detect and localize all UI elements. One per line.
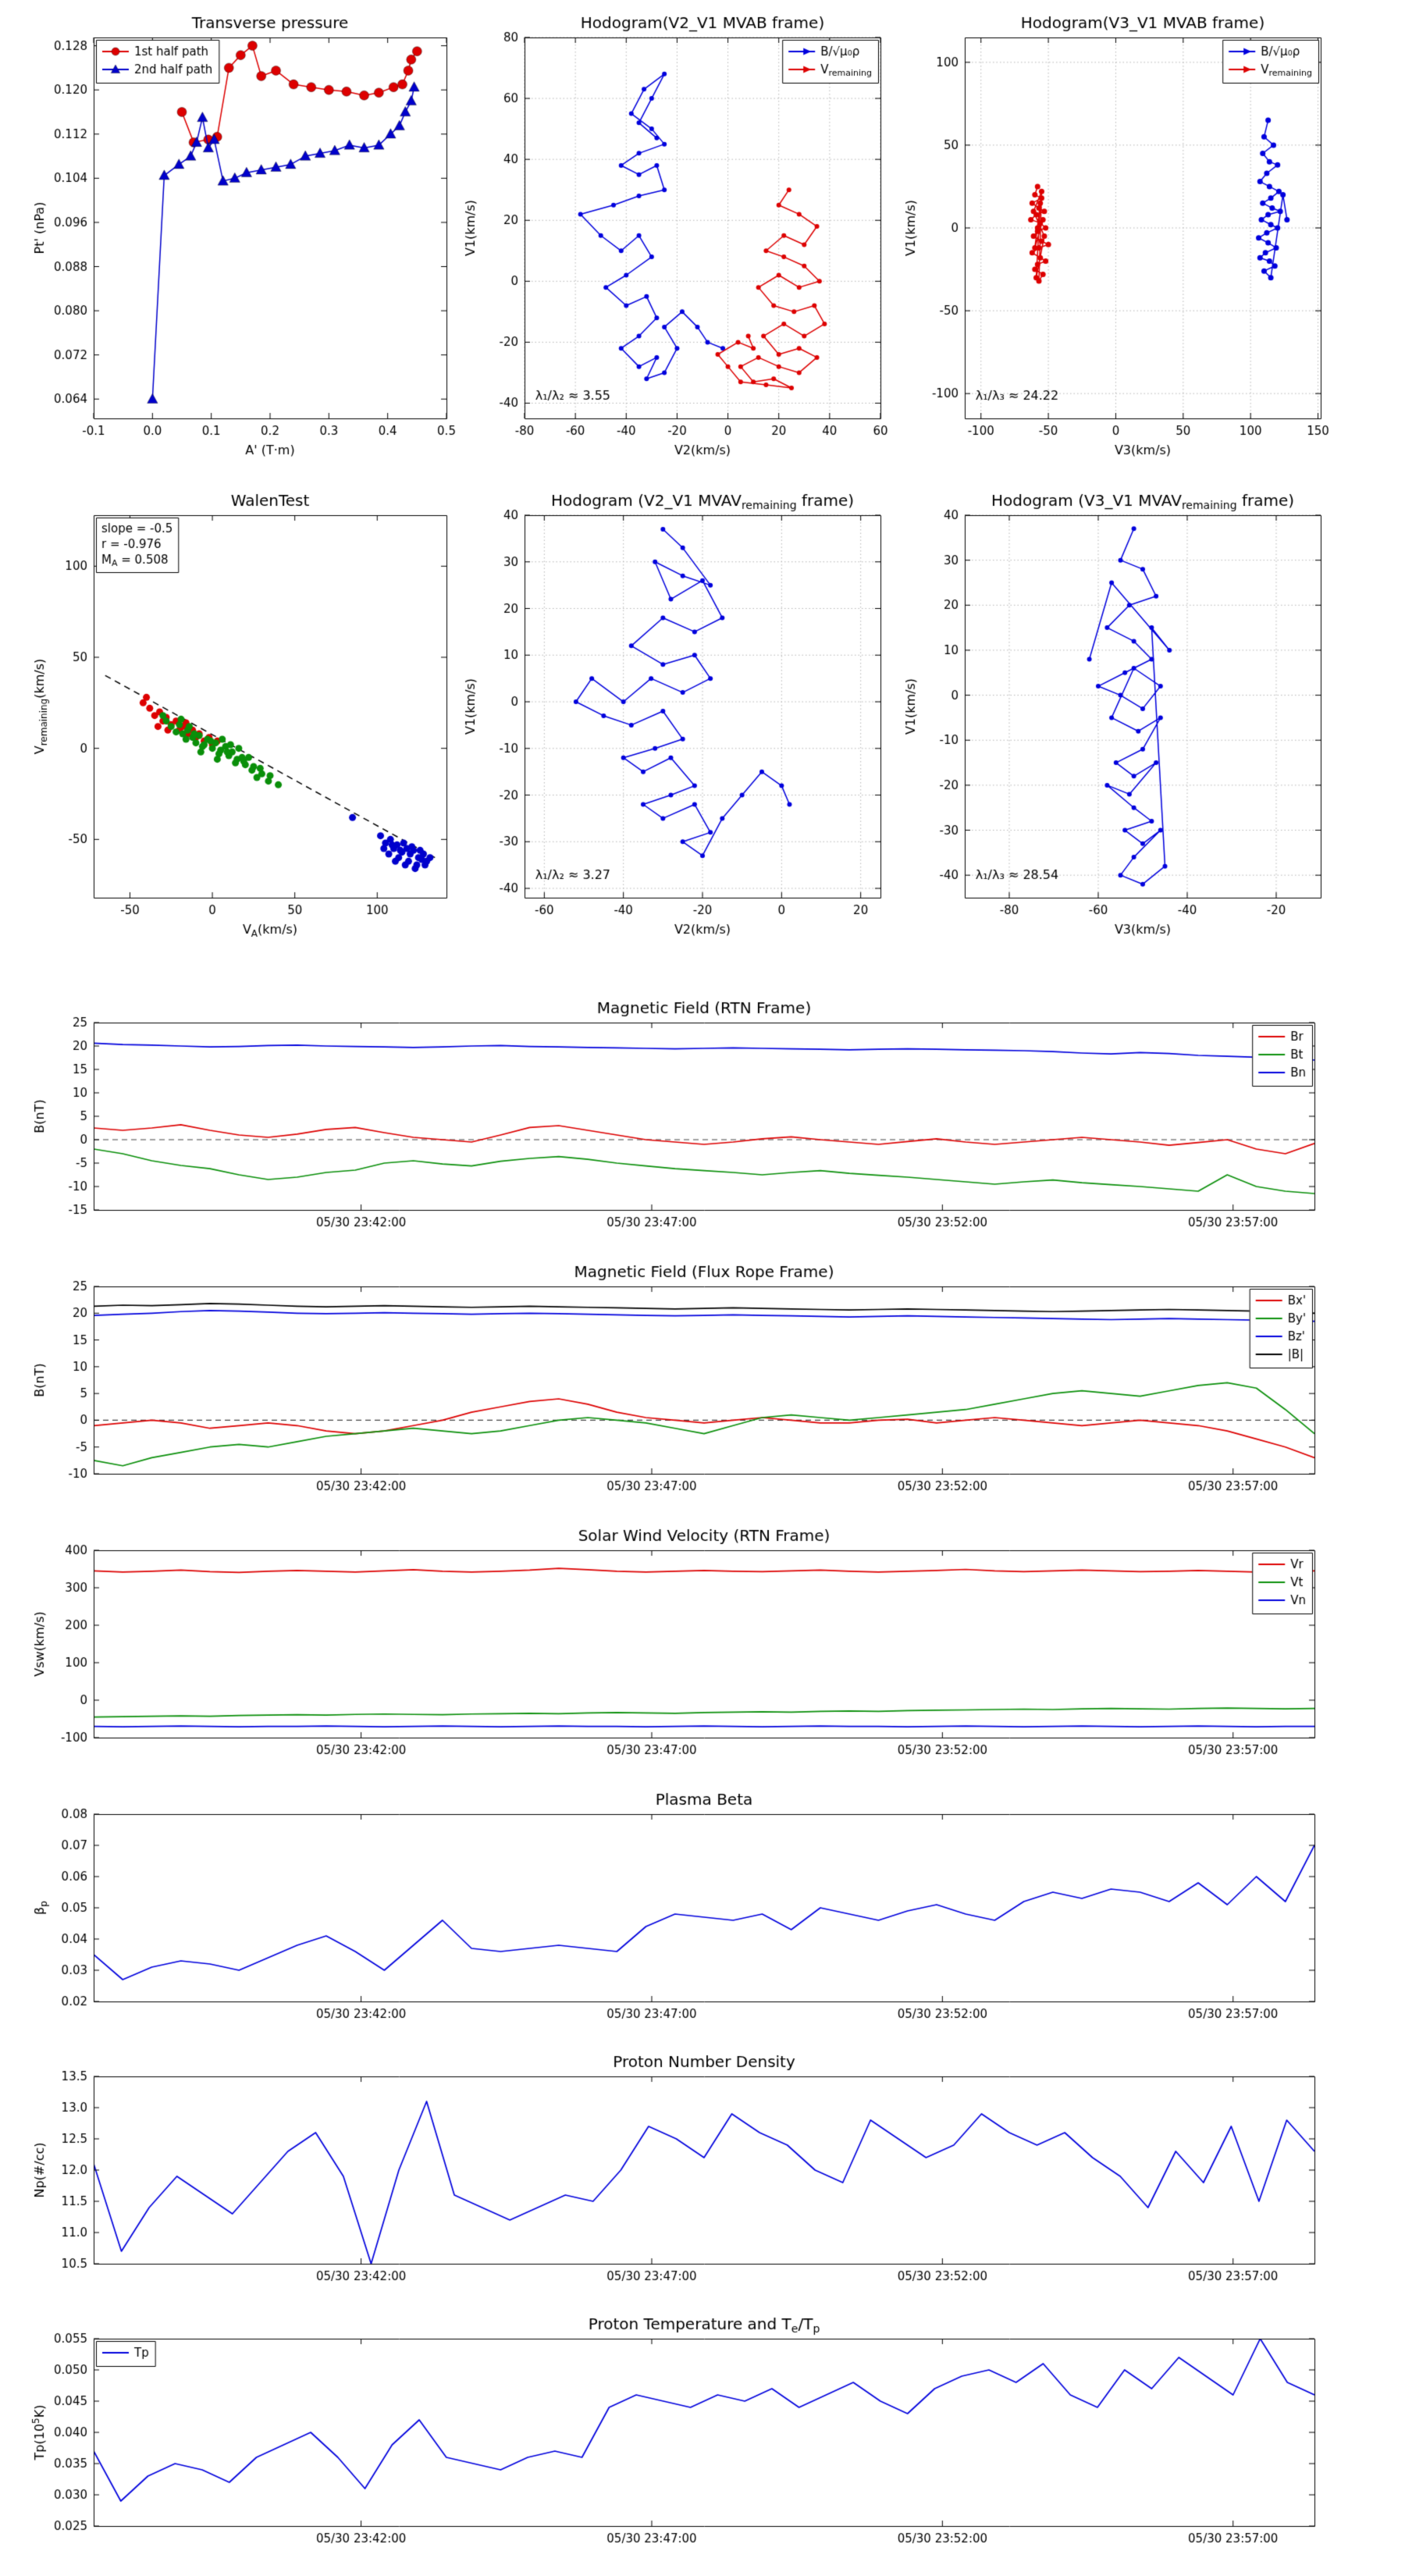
figure-canvas xyxy=(0,0,1405,2576)
figure xyxy=(0,0,1405,2576)
